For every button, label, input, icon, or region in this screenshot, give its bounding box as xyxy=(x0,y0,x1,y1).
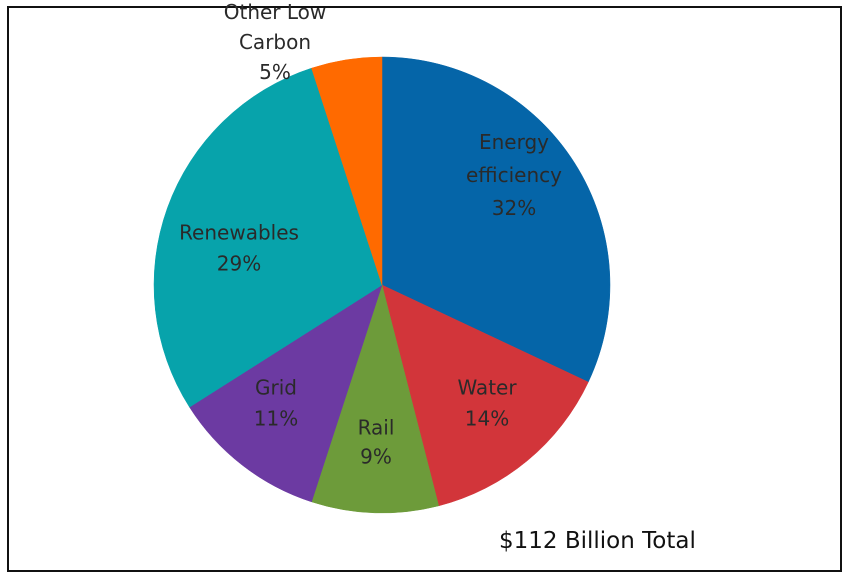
slice-label-line: 9% xyxy=(360,445,392,469)
slice-label-line: 5% xyxy=(259,60,291,84)
slice-label-water: Water 14% xyxy=(457,376,517,431)
pie-slice-renewables xyxy=(153,67,383,408)
slice-label-line: Energy xyxy=(479,130,549,154)
slice-label-line: 29% xyxy=(217,252,261,276)
slice-label-renewables: Renewables 29% xyxy=(179,221,299,276)
pie-slice-water xyxy=(381,284,589,507)
slice-label-line: 14% xyxy=(465,407,509,431)
pie-slice-grid xyxy=(189,284,383,503)
slice-label-line: Carbon xyxy=(239,30,311,54)
slice-label-line: Renewables xyxy=(179,221,299,245)
slice-label-line: efficiency xyxy=(466,163,562,187)
slice-label-grid: Grid 11% xyxy=(254,376,298,431)
pie-slice-rail xyxy=(311,284,440,514)
slice-label-line: Rail xyxy=(358,416,395,440)
pie-slice-energy-efficiency xyxy=(381,56,611,383)
total-annotation: $112 Billion Total xyxy=(499,528,696,554)
pie-slices xyxy=(153,56,611,514)
slice-label-rail: Rail 9% xyxy=(358,416,395,469)
slice-label-line: Other Low xyxy=(224,0,327,24)
pie-labels: Energy efficiency 32% Water 14% Rail 9% Grid 11%… xyxy=(179,0,562,469)
slice-label-line: 11% xyxy=(254,407,298,431)
slice-label-line: Water xyxy=(457,376,517,400)
slice-label-line: Grid xyxy=(255,376,297,400)
slice-label-other-low-carbon: Other Low Carbon 5% xyxy=(224,0,327,84)
slice-label-energy-efficiency: Energy efficiency 32% xyxy=(466,130,562,220)
slice-label-line: 32% xyxy=(492,196,536,220)
pie-slice-other-low-carbon xyxy=(311,56,383,286)
